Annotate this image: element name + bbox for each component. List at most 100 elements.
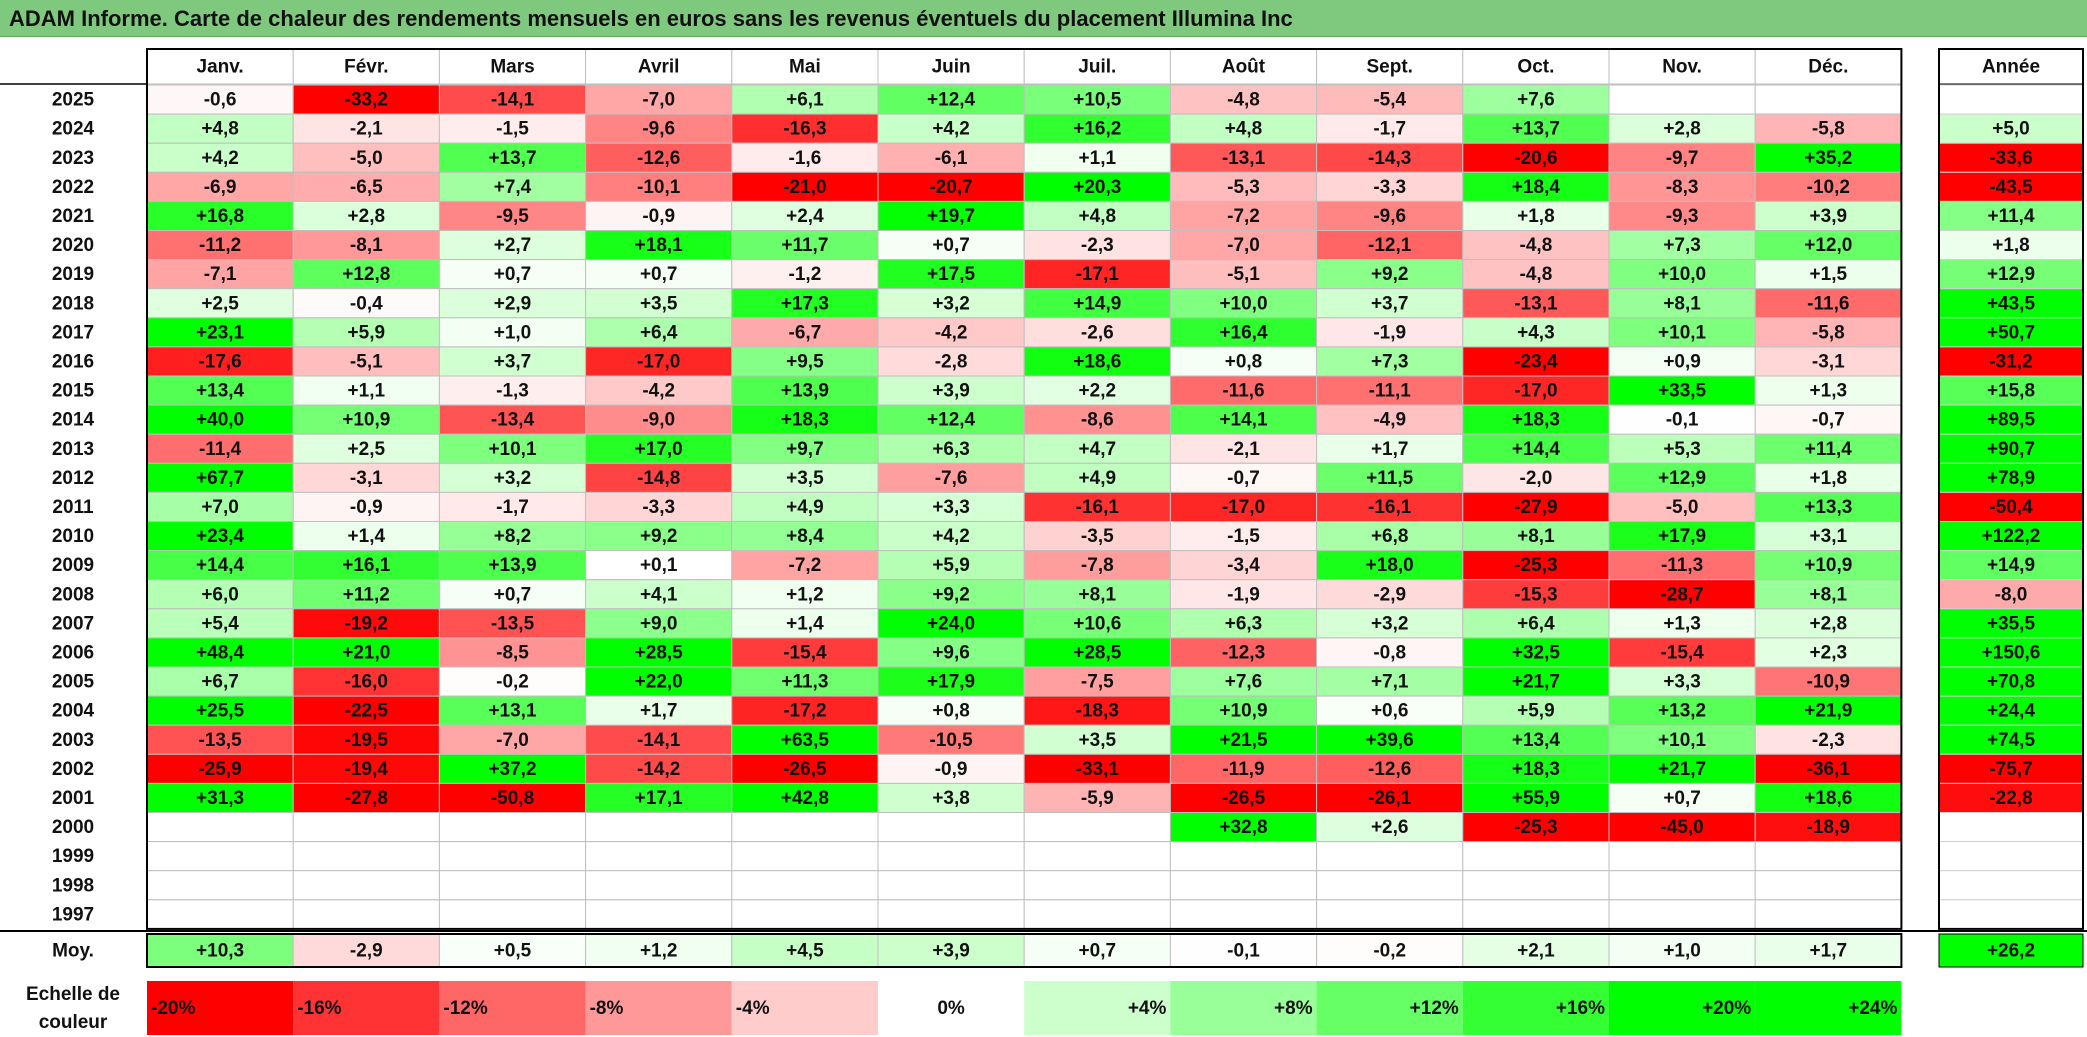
heat-cell <box>877 171 1025 202</box>
heat-cell-value: +13,9 <box>488 555 536 576</box>
average-cell <box>585 933 733 968</box>
heat-cell-value: +4,2 <box>932 119 970 140</box>
month-header-label: Août <box>1222 57 1266 78</box>
heat-cell-value: -1,7 <box>496 497 529 518</box>
heat-cell-value: +13,7 <box>1512 119 1560 140</box>
heat-cell-value: +0,8 <box>932 701 970 722</box>
heat-cell-value: +3,3 <box>1663 672 1701 693</box>
year-label: 2011 <box>52 497 94 518</box>
heat-cell <box>146 404 294 435</box>
heat-cell <box>877 812 1025 843</box>
heat-cell <box>1608 812 1756 843</box>
heat-cell-value: +2,3 <box>1810 642 1848 663</box>
heat-cell <box>731 870 879 901</box>
average-cell-value: +10,3 <box>196 941 244 962</box>
heat-cell-value: -23,4 <box>1514 351 1558 372</box>
heat-cell-value: +6,8 <box>1371 526 1409 547</box>
heat-cell <box>877 637 1025 668</box>
heat-cell-value: +0,8 <box>1225 351 1263 372</box>
heat-cell-value: -8,6 <box>1081 410 1114 431</box>
heat-cell <box>1462 550 1610 581</box>
month-header-cell <box>585 48 733 85</box>
heat-cell <box>1023 579 1171 610</box>
heat-cell-value: +14,4 <box>196 555 245 576</box>
heat-cell <box>1608 200 1756 231</box>
heat-cell <box>1608 317 1756 348</box>
heat-cell <box>438 375 587 406</box>
heat-cell <box>438 404 587 435</box>
heat-cell <box>146 462 294 493</box>
heat-cell-value: -1,9 <box>1373 322 1406 343</box>
heat-cell-value: -11,4 <box>199 439 242 460</box>
heat-cell-value: +2,8 <box>348 206 386 227</box>
heat-cell-value: +32,5 <box>1512 642 1561 663</box>
heat-cell <box>585 724 733 755</box>
heat-cell-value: -4,8 <box>1520 264 1553 285</box>
heat-cell <box>292 375 440 406</box>
heat-cell <box>1608 230 1756 261</box>
heat-cell <box>1023 84 1171 115</box>
year-label: 2007 <box>52 613 94 634</box>
year-label: 2006 <box>52 642 94 663</box>
heat-cell-value: +8,1 <box>1663 293 1701 314</box>
heat-cell <box>146 579 294 610</box>
annual-cell <box>1938 84 2084 115</box>
annual-cell-value: +1,8 <box>1992 235 2030 256</box>
heat-cell-value: +9,2 <box>932 584 970 605</box>
heat-cell-value: -26,5 <box>783 759 827 780</box>
heat-cell-value: -13,1 <box>1514 293 1558 314</box>
month-header-cell <box>1316 48 1464 85</box>
annual-cell <box>1938 724 2084 755</box>
heat-cell-value: +17,3 <box>781 293 829 314</box>
heat-cell-value: +3,7 <box>494 351 532 372</box>
heat-cell-value: +4,2 <box>932 526 970 547</box>
scale-step-label: +4% <box>1128 998 1167 1019</box>
month-header-cell <box>731 48 879 85</box>
heat-cell-value: -8,5 <box>496 642 529 663</box>
heat-cell-value: -4,8 <box>1520 235 1553 256</box>
heat-cell-value: -7,5 <box>1081 672 1114 693</box>
heat-cell-value: +8,1 <box>1810 584 1848 605</box>
heat-cell <box>877 375 1025 406</box>
heat-cell <box>438 550 587 581</box>
heat-cell <box>1169 608 1318 639</box>
heat-cell-value: +6,4 <box>640 322 678 343</box>
heat-cell-value: -4,8 <box>1227 90 1260 111</box>
heat-cell-value: +1,8 <box>1810 468 1848 489</box>
heat-cell <box>1754 899 1902 930</box>
heat-cell-value: -25,3 <box>1514 555 1557 576</box>
heat-cell <box>585 695 733 726</box>
heat-cell <box>1462 899 1610 930</box>
heat-cell <box>1023 433 1171 464</box>
heat-cell <box>1754 724 1902 755</box>
heat-cell <box>292 841 440 872</box>
heat-cell <box>731 608 879 639</box>
heat-cell <box>1462 841 1610 872</box>
heat-cell-value: -1,3 <box>496 381 529 402</box>
year-label: 2021 <box>52 206 95 227</box>
heat-cell <box>292 724 440 755</box>
heat-cell <box>1023 462 1171 493</box>
heat-cell <box>292 666 440 697</box>
heat-cell-value: +3,9 <box>932 381 970 402</box>
heat-cell <box>146 812 294 843</box>
heat-cell-value: +8,4 <box>786 526 824 547</box>
heat-cell-value: +10,5 <box>1073 90 1122 111</box>
annual-cell <box>1938 870 2084 901</box>
heat-cell <box>1754 841 1902 872</box>
heat-cell <box>877 113 1025 144</box>
month-header-label: Oct. <box>1517 57 1554 78</box>
heat-cell-value: -10,1 <box>637 177 681 198</box>
heat-cell <box>146 637 294 668</box>
heat-cell <box>1462 142 1610 173</box>
heat-cell-value: -5,0 <box>1666 497 1699 518</box>
heat-cell-value: -6,9 <box>204 177 237 198</box>
heat-cell <box>731 200 879 231</box>
heat-cell <box>1316 317 1464 348</box>
year-label: 1997 <box>52 904 94 925</box>
heat-cell <box>1169 113 1318 144</box>
annual-cell <box>1938 812 2084 843</box>
heat-cell <box>1462 637 1610 668</box>
heat-cell-value: +35,2 <box>1804 148 1852 169</box>
